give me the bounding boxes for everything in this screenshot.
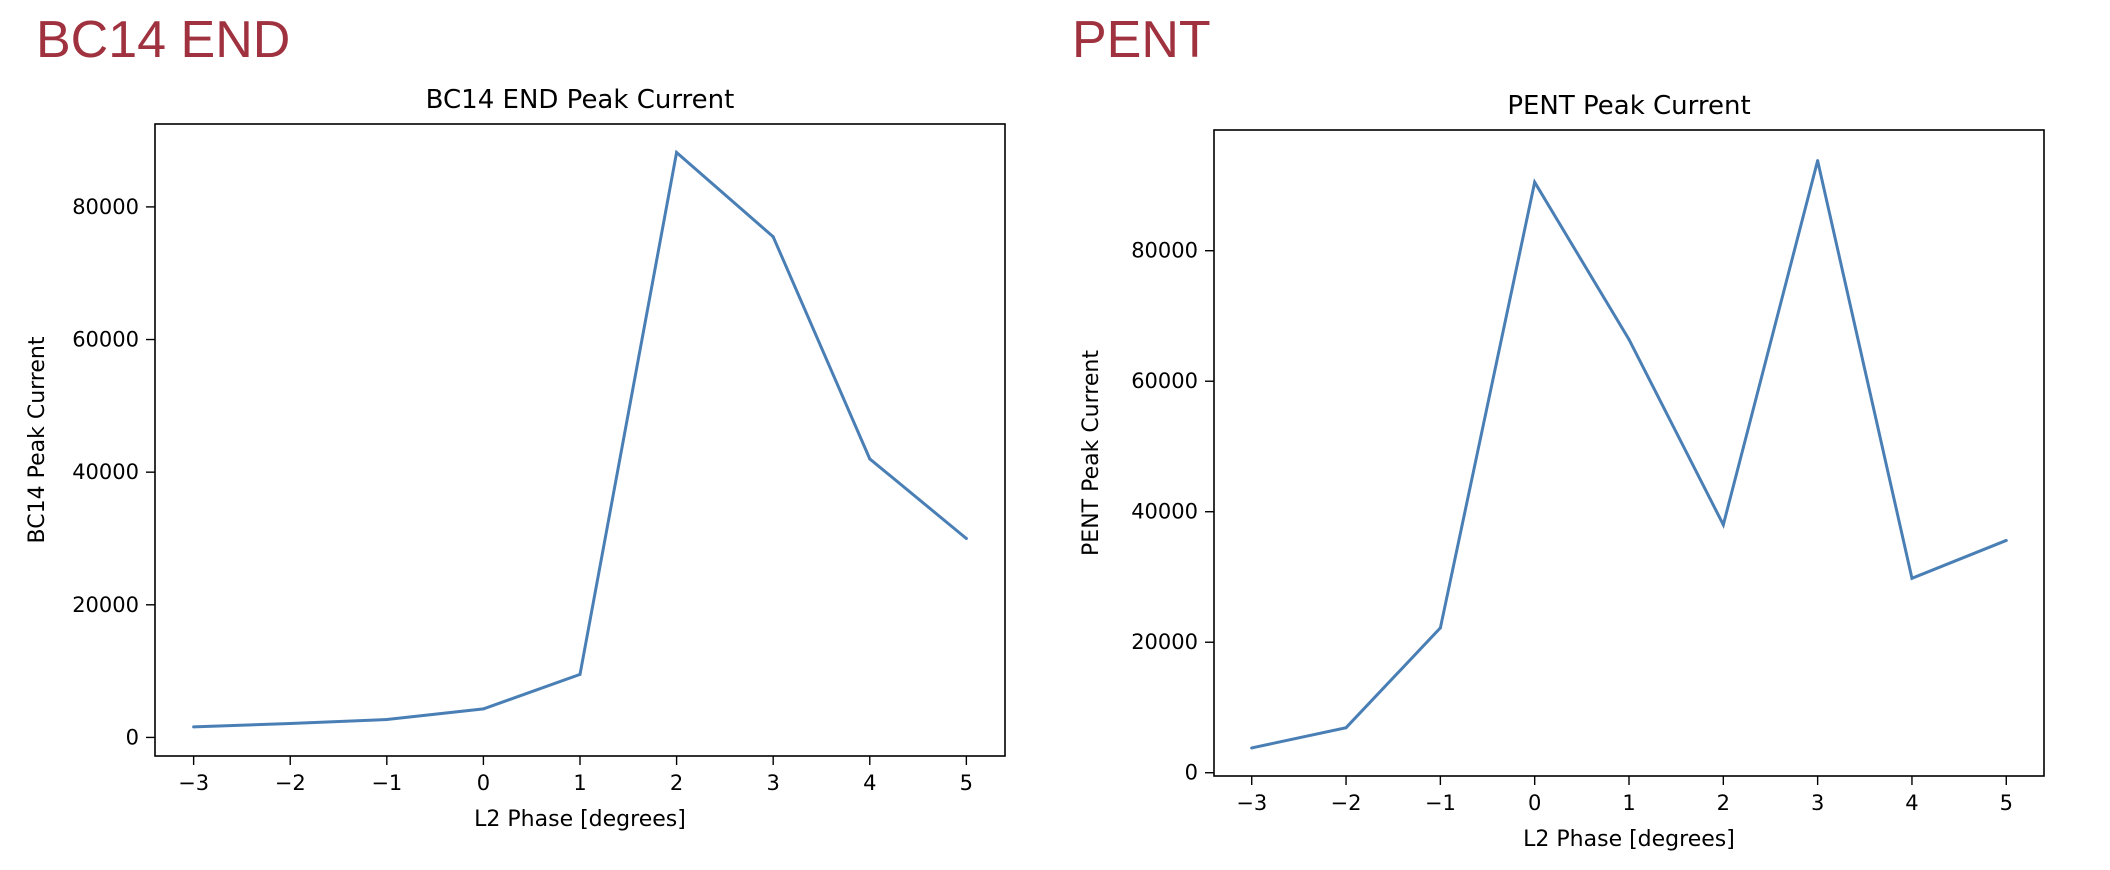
bc14-x-tick-label: 4 (863, 771, 876, 795)
pent-y-axis-label: PENT Peak Current (1079, 350, 1104, 556)
pent-data-point (1816, 159, 1820, 163)
pent-data-point (1250, 746, 1254, 750)
bc14-y-axis-label: BC14 Peak Current (25, 336, 50, 543)
bc14-data-point (385, 718, 389, 722)
bc14-series-line (193, 149, 968, 729)
pent-y-tick-label: 40000 (1131, 500, 1198, 524)
bc14-x-tick-label: 2 (670, 771, 683, 795)
bc14-data-point (288, 722, 292, 726)
bc14-chart-title: BC14 END Peak Current (426, 85, 735, 115)
bc14-x-tick-label: 3 (766, 771, 779, 795)
bc14-x-tick-label: 0 (477, 771, 490, 795)
pent-data-point (1344, 726, 1348, 730)
pent-data-point (1910, 576, 1914, 580)
bc14-data-point (481, 707, 485, 711)
bc14-x-tick-label: −3 (178, 771, 209, 795)
pent-chart-title: PENT Peak Current (1507, 91, 1750, 121)
pent-x-tick-label: 3 (1811, 791, 1824, 815)
bc14-y-tick-label: 0 (126, 725, 139, 749)
pent-data-point (2004, 538, 2008, 542)
bc14-x-tick-label: 1 (573, 771, 586, 795)
pent-y-tick-label: 20000 (1131, 630, 1198, 654)
bc14-x-axis-label: L2 Phase [degrees] (474, 807, 686, 832)
pent-x-tick-label: −3 (1236, 791, 1267, 815)
bc14-plot-frame (154, 123, 1006, 757)
bc14-data-point (868, 457, 872, 461)
pent-plot-frame (1213, 129, 2045, 777)
pent-x-tick-label: 4 (1905, 791, 1918, 815)
pent-y-tick-label: 0 (1185, 761, 1198, 785)
pent-y-tick-label: 80000 (1131, 239, 1198, 263)
pent-x-tick-label: −2 (1331, 791, 1362, 815)
bc14-x-tick-label: 5 (960, 771, 973, 795)
slide-heading-pent: PENT (1072, 11, 1211, 69)
bc14-data-point (578, 672, 582, 676)
pent-data-point (1438, 626, 1442, 630)
pent-x-axis-label: L2 Phase [degrees] (1523, 827, 1735, 852)
bc14-data-point (675, 151, 679, 155)
pent-x-tick-label: −1 (1425, 791, 1456, 815)
pent-series-line (1251, 160, 2007, 750)
bc14-x-tick-label: −1 (371, 771, 402, 795)
bc14-data-point (192, 725, 196, 729)
bc14-y-tick-label: 20000 (72, 593, 139, 617)
bc14-y-tick-label: 40000 (72, 460, 139, 484)
bc14-y-tick-label: 60000 (72, 328, 139, 352)
bc14-data-point (964, 536, 968, 540)
pent-x-tick-label: 1 (1622, 791, 1635, 815)
pent-x-tick-label: 2 (1717, 791, 1730, 815)
pent-data-point (1627, 337, 1631, 341)
pent-x-tick-label: 5 (2000, 791, 2013, 815)
pent-data-point (1533, 180, 1537, 184)
pent-x-tick-label: 0 (1528, 791, 1541, 815)
pent-y-tick-label: 60000 (1131, 369, 1198, 393)
bc14-data-point (771, 235, 775, 239)
bc14-x-tick-label: −2 (275, 771, 306, 795)
pent-data-point (1721, 523, 1725, 527)
bc14-y-tick-label: 80000 (72, 195, 139, 219)
slide-heading-bc14-end: BC14 END (36, 11, 291, 69)
